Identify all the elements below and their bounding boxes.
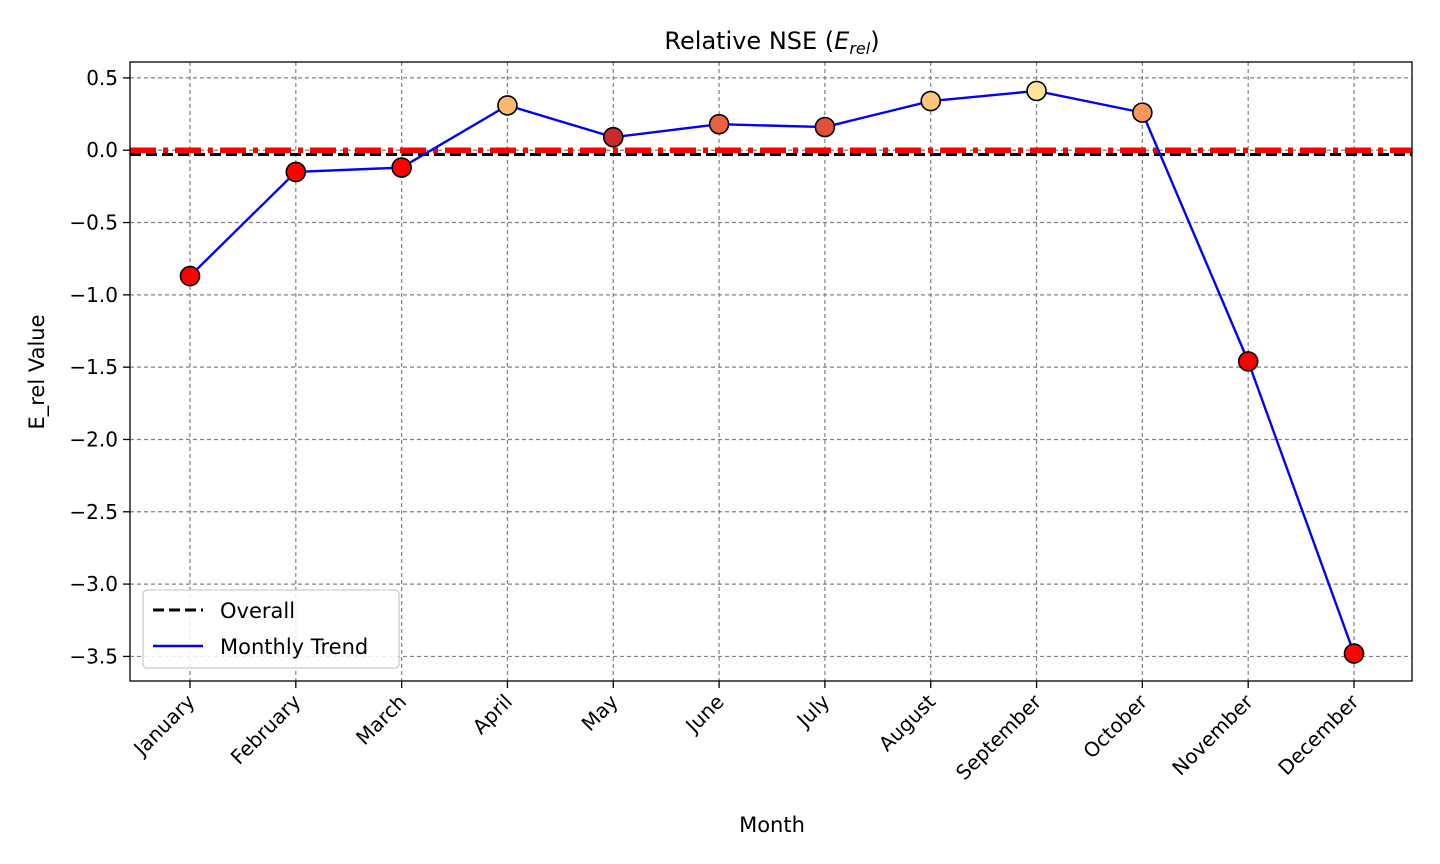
x-tick-label: August [874, 689, 941, 756]
chart-title-main: Relative NSE ( [664, 27, 834, 55]
x-tick-label: October [1078, 689, 1152, 763]
data-point [1026, 80, 1047, 102]
reference-lines [130, 147, 1412, 157]
data-point [602, 126, 624, 148]
data-point [920, 90, 942, 112]
y-tick-label: −0.5 [69, 211, 118, 235]
data-point [1237, 351, 1259, 372]
y-tick-label: 0.5 [86, 66, 118, 90]
plot-frame [129, 61, 1413, 682]
data-point [1132, 102, 1153, 123]
x-tick-label: June [679, 690, 728, 739]
data-point [285, 161, 307, 183]
y-tick-label: −2.5 [69, 500, 118, 524]
x-tick-label: July [791, 689, 835, 733]
data-point [814, 116, 836, 138]
data-point [497, 95, 518, 116]
chart-title-close: ) [870, 27, 879, 55]
x-tick-label: February [226, 689, 306, 769]
series [179, 80, 1365, 664]
data-point [179, 265, 201, 287]
x-tick-label: December [1273, 689, 1364, 780]
x-tick-label: November [1167, 689, 1258, 780]
series-line-monthly-trend [189, 89, 1356, 654]
chart-title: Relative NSE (Erel) [664, 27, 879, 58]
x-axis: January February March April May June July Augu… [128, 681, 1364, 785]
chart-title-math-base: E [834, 27, 850, 55]
y-axis-title: E_rel Value [25, 314, 50, 429]
x-tick-label: September [951, 689, 1047, 785]
x-tick-label: March [351, 690, 411, 750]
x-tick-label: January [128, 689, 200, 761]
chart-title-math-sub: rel [849, 39, 870, 58]
x-tick-label: May [577, 689, 623, 735]
data-point [708, 113, 730, 135]
legend-box [142, 589, 400, 669]
legend-label-overall: Overall [220, 599, 295, 623]
x-axis-title: Month [739, 813, 805, 837]
y-tick-label: −3.5 [69, 644, 118, 668]
y-tick-label: −3.0 [69, 572, 118, 596]
data-point [391, 157, 412, 178]
y-tick-label: 0.0 [86, 138, 118, 162]
y-axis: 0.5 0.0 −0.5 −1.0 −1.5 −2.0 −2.5 −3.0 −3.5 [69, 66, 130, 668]
y-tick-label: −1.0 [69, 283, 118, 307]
y-tick-label: −1.5 [69, 355, 118, 379]
legend: Overall Monthly Trend [142, 589, 400, 669]
legend-label-monthly-trend: Monthly Trend [220, 635, 368, 659]
y-tick-label: −2.0 [69, 427, 118, 451]
x-tick-label: April [468, 690, 517, 739]
data-point [1343, 643, 1365, 664]
